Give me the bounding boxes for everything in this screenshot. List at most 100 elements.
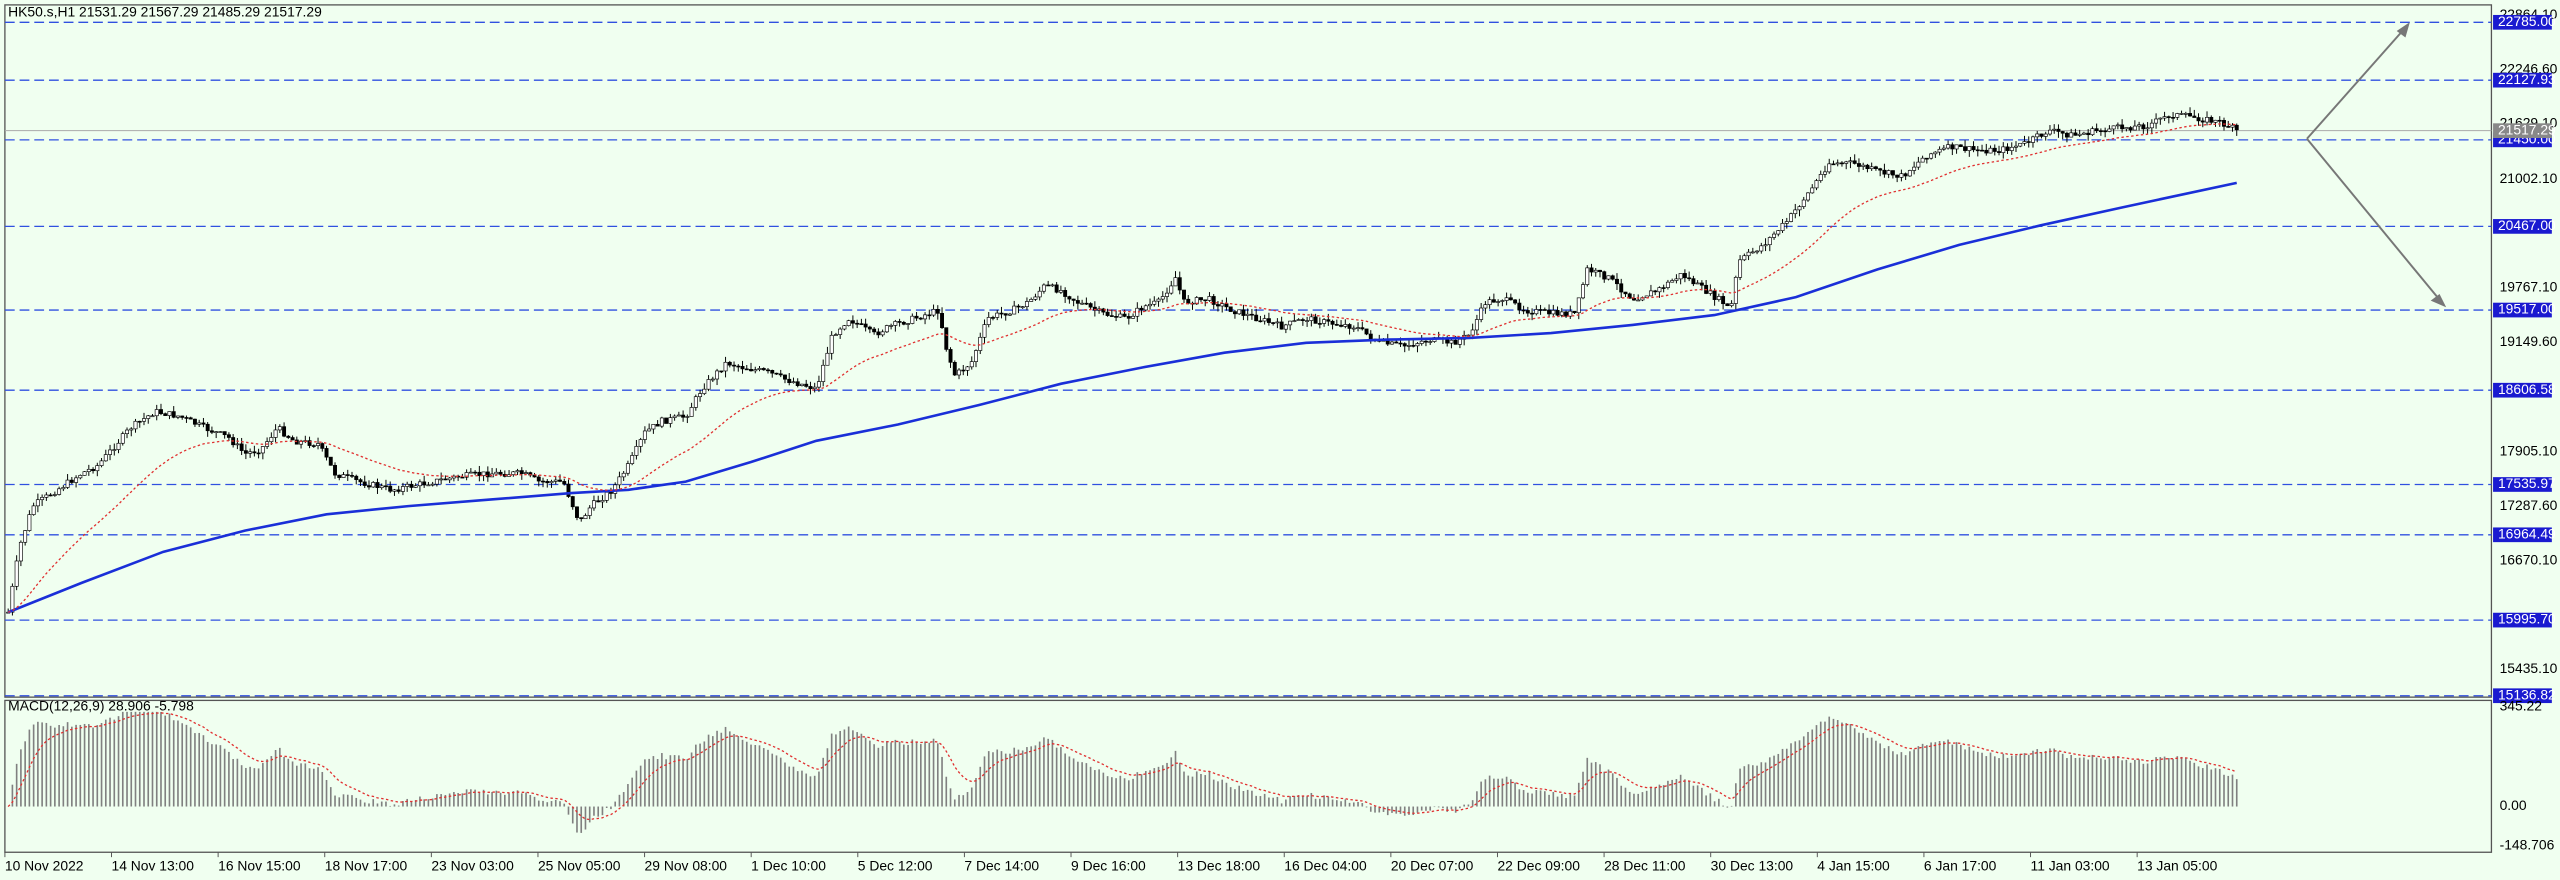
candle-body — [1980, 149, 1984, 152]
candle-body — [2005, 146, 2010, 151]
candle-body — [1895, 174, 1900, 178]
candle-body — [2200, 120, 2205, 123]
candle-body — [1024, 301, 1029, 307]
candle-body — [1496, 301, 1501, 303]
candle-body — [1721, 296, 1726, 305]
candle-body — [1907, 170, 1912, 177]
candle-body — [1950, 144, 1955, 150]
level-label-box — [2493, 72, 2552, 88]
candle-body — [116, 442, 121, 450]
candle-body — [668, 417, 673, 424]
macd-axis-label: -148.706 — [2500, 836, 2555, 852]
candle-body — [2043, 133, 2048, 137]
level-label-box — [2493, 382, 2552, 398]
time-axis-label: 7 Dec 14:00 — [964, 858, 1039, 874]
candle-body — [914, 315, 919, 319]
candle-body — [978, 336, 983, 351]
candle-body — [770, 370, 775, 374]
candle-body — [1279, 321, 1284, 330]
candle-body — [795, 381, 800, 386]
candle-body — [1929, 153, 1934, 159]
candle-body — [2179, 113, 2184, 115]
candle-body — [1844, 161, 1849, 164]
candle-body — [120, 433, 125, 444]
candle-body — [494, 471, 499, 475]
candle-body — [328, 456, 333, 466]
candle-body — [222, 431, 227, 436]
level-label-box — [2493, 219, 2552, 234]
candle-body — [638, 439, 643, 447]
candle-body — [1419, 340, 1424, 344]
candle-body — [723, 361, 728, 372]
candle-body — [706, 379, 711, 390]
candle-body — [176, 415, 180, 418]
candle-body — [999, 312, 1004, 315]
candle-body — [1682, 273, 1687, 279]
candle-body — [821, 364, 826, 382]
candle-body — [1360, 327, 1365, 330]
candle-body — [1547, 309, 1552, 315]
candle-body — [833, 334, 838, 336]
candle-body — [1670, 280, 1675, 283]
candle-body — [800, 383, 804, 386]
candle-body — [1695, 282, 1700, 285]
candle-body — [197, 422, 202, 425]
level-label-box — [2493, 477, 2552, 492]
candle-body — [991, 317, 995, 319]
candle-body — [1211, 296, 1216, 305]
candle-body — [1538, 309, 1543, 311]
candle-body — [1109, 315, 1114, 317]
candle-body — [82, 471, 87, 476]
candle-body — [2086, 132, 2091, 136]
candle-body — [825, 352, 830, 366]
candle-body — [1665, 281, 1670, 288]
candle-body — [1869, 166, 1874, 170]
candle-body — [1114, 316, 1119, 318]
candle-body — [290, 437, 295, 441]
time-axis-label: 14 Nov 13:00 — [112, 858, 195, 874]
candle-body — [1470, 329, 1475, 336]
candle-body — [1941, 147, 1946, 150]
candle-body — [642, 430, 647, 440]
candle-body — [1564, 311, 1569, 317]
candle-body — [1835, 162, 1840, 165]
candle-body — [2064, 132, 2069, 138]
candle-body — [1487, 299, 1492, 305]
candle-body — [1937, 148, 1942, 153]
candle-body — [1241, 309, 1246, 316]
candle-body — [986, 317, 991, 325]
candle-body — [1750, 251, 1755, 254]
candle-body — [702, 388, 707, 394]
macd-axis-label: 0.00 — [2500, 797, 2527, 813]
projection-arrows — [2306, 22, 2447, 308]
candle-body — [133, 420, 138, 430]
candle-body — [2039, 133, 2044, 137]
candle-body — [698, 393, 703, 398]
candle-body — [27, 514, 32, 531]
candle-body — [1041, 284, 1046, 292]
candle-body — [1729, 303, 1734, 307]
candle-body — [536, 476, 541, 482]
candle-body — [426, 484, 431, 487]
candle-body — [1602, 271, 1607, 280]
candle-body — [676, 414, 681, 417]
candle-body — [604, 491, 609, 501]
candle-body — [1827, 163, 1832, 173]
candle-body — [961, 369, 966, 372]
candle-body — [464, 472, 469, 478]
candle-body — [108, 449, 113, 455]
candle-body — [282, 426, 287, 437]
candle-body — [744, 368, 749, 371]
candle-body — [2115, 124, 2120, 127]
candle-body — [23, 530, 28, 543]
time-axis-label: 16 Nov 15:00 — [218, 858, 301, 874]
candle-body — [1890, 170, 1895, 176]
candle-body — [78, 475, 83, 479]
candle-body — [477, 471, 482, 476]
candle-body — [333, 464, 337, 476]
candle-body — [1407, 345, 1411, 347]
candle-body — [1576, 297, 1581, 314]
candle-body — [434, 478, 439, 485]
candle-body — [923, 314, 928, 320]
candle-body — [2188, 113, 2193, 117]
